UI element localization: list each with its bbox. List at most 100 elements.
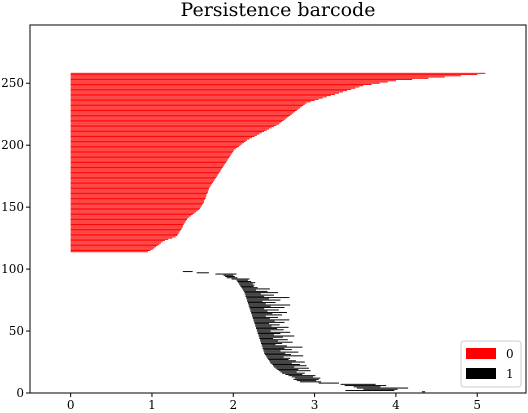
bar-h1	[356, 387, 409, 389]
bar-h1	[270, 362, 292, 364]
bar-h1	[226, 277, 238, 279]
bar-h1	[249, 307, 285, 308]
x-tick-label: 2	[229, 398, 237, 412]
bar-h0	[70, 134, 257, 136]
bar-h1	[254, 323, 270, 325]
bar-h0	[70, 184, 212, 186]
bar-h0	[70, 142, 244, 144]
bar-h0	[70, 220, 187, 222]
bar-h0	[70, 85, 364, 87]
bar-h0	[70, 185, 211, 187]
bar-h0	[70, 162, 226, 164]
bar-h1	[255, 324, 280, 326]
bar-h1	[260, 342, 283, 344]
bar-h0	[70, 215, 191, 217]
legend-label-0: 0	[506, 347, 514, 361]
bar-h0	[70, 212, 195, 214]
bar-h0	[70, 155, 231, 157]
bar-h0	[70, 235, 178, 237]
bar-h0	[70, 171, 220, 173]
bar-h0	[70, 201, 205, 203]
bar-h0	[70, 247, 155, 249]
bar-h0	[70, 221, 186, 223]
bar-h1	[266, 356, 284, 358]
bar-h1	[344, 385, 387, 387]
bar-h1	[285, 373, 303, 375]
bar-h1	[345, 390, 395, 392]
bar-h0	[70, 225, 183, 227]
bar-h0	[70, 179, 215, 181]
bar-h0	[70, 145, 239, 147]
bar-h0	[70, 93, 335, 95]
bar-h0	[70, 116, 289, 118]
bar-h0	[70, 167, 223, 168]
bar-h0	[70, 80, 396, 82]
bar-h0	[70, 90, 348, 92]
bar-h0	[70, 207, 200, 209]
bar-h0	[70, 105, 304, 107]
bar-h1	[278, 370, 311, 372]
bar-h0	[70, 87, 356, 89]
bar-h1	[251, 313, 273, 315]
bar-h1	[238, 282, 256, 284]
bar-h1	[243, 290, 268, 292]
bar-h0	[70, 143, 243, 145]
bar-h1	[277, 368, 299, 370]
bar-h0	[70, 137, 252, 139]
bar-h0	[70, 217, 188, 219]
bar-h1	[238, 283, 253, 285]
bar-h0	[70, 149, 235, 151]
bar-h1	[231, 278, 250, 280]
bar-h0	[70, 107, 300, 109]
bar-h1	[244, 293, 261, 295]
bar-h1	[240, 285, 254, 287]
bar-h0	[70, 122, 281, 124]
bar-h1	[239, 284, 255, 286]
bar-h0	[70, 173, 219, 175]
chart-title: Persistence barcode	[181, 0, 376, 21]
bar-h0	[70, 114, 291, 116]
bar-h0	[70, 127, 272, 129]
bar-h1	[353, 386, 381, 388]
bar-h0	[70, 227, 183, 229]
bar-h0	[70, 139, 248, 141]
bar-h0	[70, 210, 198, 212]
bar-h1	[261, 344, 276, 346]
bar-h1	[225, 276, 235, 278]
bar-h0	[70, 224, 184, 225]
bar-h0	[70, 72, 486, 74]
bar-h0	[70, 106, 302, 108]
bar-h1	[247, 303, 266, 305]
bar-h1	[291, 376, 313, 378]
bar-h0	[70, 97, 323, 99]
bar-h0	[70, 102, 307, 104]
bar-h0	[70, 222, 185, 224]
bar-h0	[70, 100, 315, 102]
bar-h0	[70, 180, 214, 182]
bar-h0	[70, 159, 228, 161]
bar-h0	[70, 96, 327, 98]
bar-h1	[248, 305, 271, 307]
bar-h0	[70, 111, 296, 113]
bar-h0	[70, 189, 209, 191]
bar-h0	[70, 226, 183, 228]
bar-h1	[243, 289, 257, 291]
bar-h0	[70, 174, 218, 176]
h1-bars-group	[182, 271, 426, 393]
bar-h0	[70, 103, 305, 105]
bar-h1	[251, 315, 266, 317]
bar-h0	[70, 246, 157, 248]
legend-swatch-0	[466, 348, 496, 359]
bar-h0	[70, 75, 461, 77]
bar-h0	[70, 133, 260, 135]
bar-h1	[264, 354, 292, 356]
bar-h0	[70, 195, 207, 197]
bar-h1	[182, 271, 193, 273]
bar-h0	[70, 251, 148, 253]
bar-h0	[70, 76, 445, 78]
bar-h1	[247, 299, 281, 301]
bar-h1	[288, 375, 316, 377]
y-tick-label: 100	[1, 262, 24, 276]
bar-h0	[70, 206, 201, 208]
